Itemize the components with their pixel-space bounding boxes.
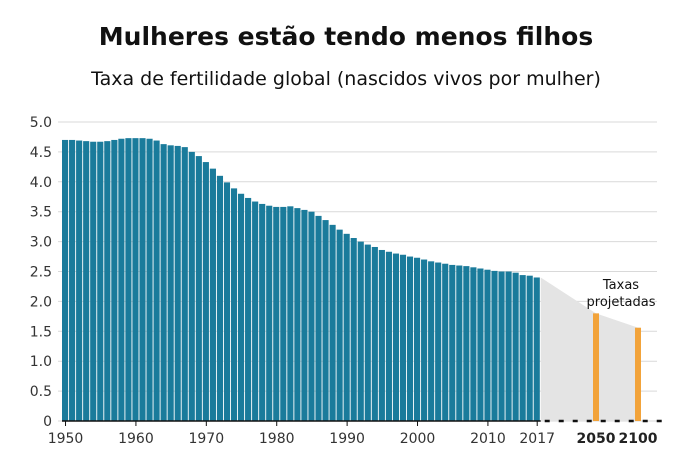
bar <box>357 241 364 421</box>
bar <box>301 209 308 421</box>
bar <box>350 238 357 421</box>
bar <box>421 259 428 421</box>
bar <box>209 168 216 421</box>
projected-bar <box>593 313 599 421</box>
y-tick-label: 0.5 <box>30 384 52 400</box>
x-tick-label-projected: 2050 <box>577 431 616 447</box>
bar <box>146 138 153 421</box>
bar <box>280 206 287 421</box>
bar <box>69 139 76 421</box>
bar <box>364 244 371 421</box>
bar <box>259 203 266 421</box>
chart-title: Mulheres estão tendo menos filhos <box>98 22 594 51</box>
y-tick-label: 4.0 <box>30 175 52 191</box>
bar <box>252 201 259 421</box>
bar <box>104 141 111 422</box>
bar <box>111 139 118 421</box>
bar <box>245 197 252 421</box>
bar <box>132 138 139 421</box>
bar <box>512 272 519 421</box>
bar <box>167 145 174 421</box>
bar <box>230 188 238 421</box>
bar <box>385 251 392 421</box>
x-tick-label: 1950 <box>48 431 84 447</box>
bar <box>216 175 224 421</box>
bar <box>477 268 484 421</box>
bar <box>62 139 69 421</box>
y-tick-label: 3.5 <box>30 205 52 221</box>
bar <box>139 138 146 421</box>
bar <box>83 141 90 422</box>
bar <box>153 140 160 421</box>
bar <box>456 265 463 421</box>
bar <box>378 249 385 421</box>
x-tick-label: 1970 <box>188 431 224 447</box>
bar <box>435 262 442 421</box>
bar <box>238 193 245 421</box>
x-tick-label-projected: 2100 <box>619 431 658 447</box>
projection-band <box>540 277 640 421</box>
bar <box>399 254 407 421</box>
bar <box>533 277 540 421</box>
bar <box>125 138 132 421</box>
bar <box>442 263 449 421</box>
bar <box>406 256 414 421</box>
bar <box>449 264 456 421</box>
bar <box>266 205 273 421</box>
y-tick-label: 2.5 <box>30 265 52 281</box>
y-tick-label: 3.0 <box>30 235 52 251</box>
bar <box>428 261 435 421</box>
bar <box>188 151 195 421</box>
bar <box>491 270 498 421</box>
bar <box>273 206 280 421</box>
y-tick-label: 5.0 <box>30 115 52 131</box>
y-tick-label: 4.5 <box>30 145 52 161</box>
bar <box>322 220 329 421</box>
bar <box>202 162 209 422</box>
bar <box>181 147 188 421</box>
projected-bar <box>635 327 641 421</box>
x-tick-label: 1990 <box>329 431 365 447</box>
projection-annotation: Taxas projetadas <box>587 278 656 310</box>
bar <box>371 246 378 421</box>
x-tick-label: 1960 <box>118 431 154 447</box>
y-tick-label: 1.5 <box>30 324 52 340</box>
bar <box>315 215 322 421</box>
bar <box>97 141 104 421</box>
y-tick-label: 0 <box>43 414 52 430</box>
bar <box>174 145 181 422</box>
bar <box>343 233 350 421</box>
bar <box>223 182 231 421</box>
bar <box>308 211 315 421</box>
bar <box>195 156 202 421</box>
chart-subtitle: Taxa de fertilidade global (nascidos viv… <box>91 68 601 90</box>
bar <box>294 208 301 421</box>
x-tick-label: 2010 <box>470 431 506 447</box>
y-tick-label: 2.0 <box>30 294 52 310</box>
bar <box>498 271 505 421</box>
bar <box>76 140 83 421</box>
bar <box>470 267 477 421</box>
bar <box>392 253 400 421</box>
bar <box>160 144 167 421</box>
bar <box>526 275 533 421</box>
bar <box>90 141 97 421</box>
bar <box>287 206 294 421</box>
bar <box>414 257 421 421</box>
y-tick-label: 1.0 <box>30 354 52 370</box>
bar <box>519 275 526 421</box>
bar <box>484 269 491 421</box>
bar <box>118 138 125 421</box>
x-tick-label: 2000 <box>400 431 436 447</box>
bar <box>505 271 512 421</box>
x-tick-label: 1980 <box>259 431 295 447</box>
bar <box>329 224 336 421</box>
bar <box>336 229 343 421</box>
bar <box>463 266 470 421</box>
x-tick-label: 2017 <box>519 431 555 447</box>
